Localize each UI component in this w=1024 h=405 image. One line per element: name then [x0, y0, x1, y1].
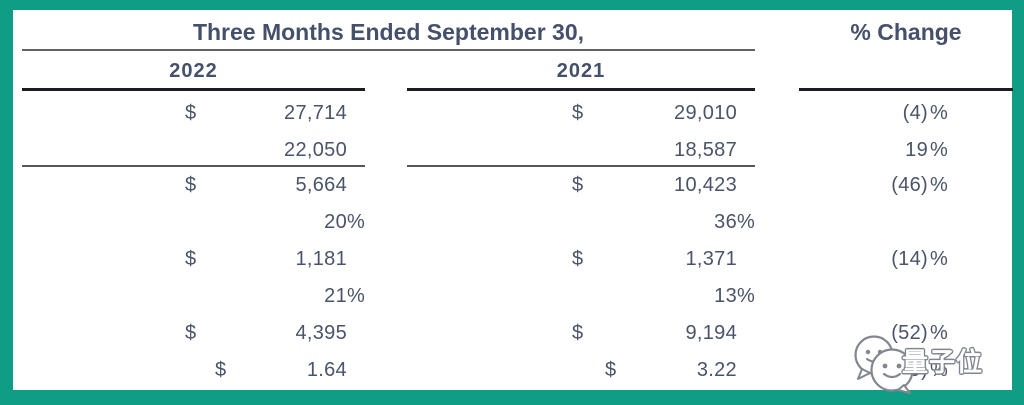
- currency-symbol: $: [185, 322, 197, 344]
- cell-2022: 22,050: [22, 132, 361, 169]
- period-header: Three Months Ended September 30,: [192, 19, 585, 45]
- currency-symbol: $: [572, 248, 584, 270]
- value: 36: [714, 211, 737, 233]
- value: 27,714: [284, 102, 347, 124]
- value: 18,587: [674, 139, 737, 161]
- percent-sign: %: [930, 102, 949, 124]
- cell-pct-change: (46) %: [799, 167, 949, 204]
- value: (4): [902, 102, 928, 124]
- value: 3.22: [696, 359, 737, 381]
- cell-2021: $ 29,010: [407, 95, 751, 132]
- cell-2021: $ 3.22: [407, 352, 751, 389]
- cell-2021: $ 10,423: [407, 167, 751, 204]
- cell-2021: $ 9,194: [407, 315, 751, 352]
- percent-sign: %: [930, 139, 949, 161]
- group-separator-2022: [22, 165, 365, 167]
- column-header-2022: 2022: [169, 60, 218, 82]
- value: 21: [324, 285, 347, 307]
- value: (46): [891, 174, 928, 196]
- cell-pct-change: (52) %: [799, 315, 949, 352]
- cell-2022: $ 1,181: [22, 241, 361, 278]
- percent-sign: %: [930, 359, 949, 381]
- pct-change-underline: [799, 88, 1013, 91]
- table-background: [13, 10, 1012, 390]
- currency-symbol: $: [572, 322, 584, 344]
- table-row: $ 1,181 $ 1,371 (14) %: [0, 241, 1024, 278]
- period-header-underline: [22, 49, 755, 51]
- percent-sign: %: [930, 322, 949, 344]
- value: 4,395: [295, 322, 347, 344]
- cell-2022: 21 %: [22, 278, 366, 315]
- value: 1.64: [306, 359, 347, 381]
- group-separator-2021: [407, 165, 755, 167]
- currency-symbol: $: [185, 174, 197, 196]
- cell-2021: 36 %: [407, 204, 756, 241]
- value: 13: [714, 285, 737, 307]
- value: 5,664: [295, 174, 347, 196]
- chat-bubbles-icon: [854, 335, 914, 394]
- currency-symbol: $: [605, 359, 617, 381]
- cell-2021: 13 %: [407, 278, 756, 315]
- value: 29,010: [674, 102, 737, 124]
- cell-2021: 18,587: [407, 132, 751, 169]
- percent-sign: %: [930, 174, 949, 196]
- cell-pct-change: [799, 278, 945, 315]
- value: 1,181: [295, 248, 347, 270]
- value: 1,371: [685, 248, 737, 270]
- cell-pct-change: [799, 204, 945, 241]
- qbitai-watermark: 量子位: [848, 331, 988, 395]
- cell-2022: 20 %: [22, 204, 366, 241]
- percent-sign: %: [930, 248, 949, 270]
- percent-sign: %: [737, 211, 756, 233]
- percent-sign: %: [737, 285, 756, 307]
- value: 20: [324, 211, 347, 233]
- column-header-2021: 2021: [556, 60, 606, 82]
- table-row: 22,050 18,587 19 %: [0, 132, 1024, 169]
- table-row: $ 5,664 $ 10,423 (46) %: [0, 167, 1024, 204]
- table-row: $ 4,395 $ 9,194 (52) %: [0, 315, 1024, 352]
- table-row: $ 27,714 $ 29,010 (4) %: [0, 95, 1024, 132]
- value: (14): [891, 248, 928, 270]
- col-2022-underline: [22, 88, 365, 91]
- pct-change-header: % Change: [850, 19, 962, 45]
- col-2021-underline: [407, 88, 755, 91]
- value: (52): [891, 322, 928, 344]
- value: 19: [905, 139, 928, 161]
- currency-symbol: $: [572, 174, 584, 196]
- table-row: 21 % 13 %: [0, 278, 1024, 315]
- table-row: 20 % 36 %: [0, 204, 1024, 241]
- watermark-text: 量子位: [902, 347, 984, 377]
- cell-pct-change: 19 %: [799, 132, 949, 169]
- cell-pct-change: (4) %: [799, 95, 949, 132]
- cell-2022: $ 1.64: [22, 352, 361, 389]
- value: 10,423: [674, 174, 737, 196]
- value: 9,194: [685, 322, 737, 344]
- currency-symbol: $: [185, 248, 197, 270]
- percent-sign: %: [347, 285, 366, 307]
- percent-sign: %: [347, 211, 366, 233]
- cell-pct-change: (14) %: [799, 241, 949, 278]
- currency-symbol: $: [572, 102, 584, 124]
- cell-2022: $ 4,395: [22, 315, 361, 352]
- currency-symbol: $: [215, 359, 227, 381]
- cell-2021: $ 1,371: [407, 241, 751, 278]
- cell-2022: $ 27,714: [22, 95, 361, 132]
- cell-2022: $ 5,664: [22, 167, 361, 204]
- currency-symbol: $: [185, 102, 197, 124]
- value: 22,050: [284, 139, 347, 161]
